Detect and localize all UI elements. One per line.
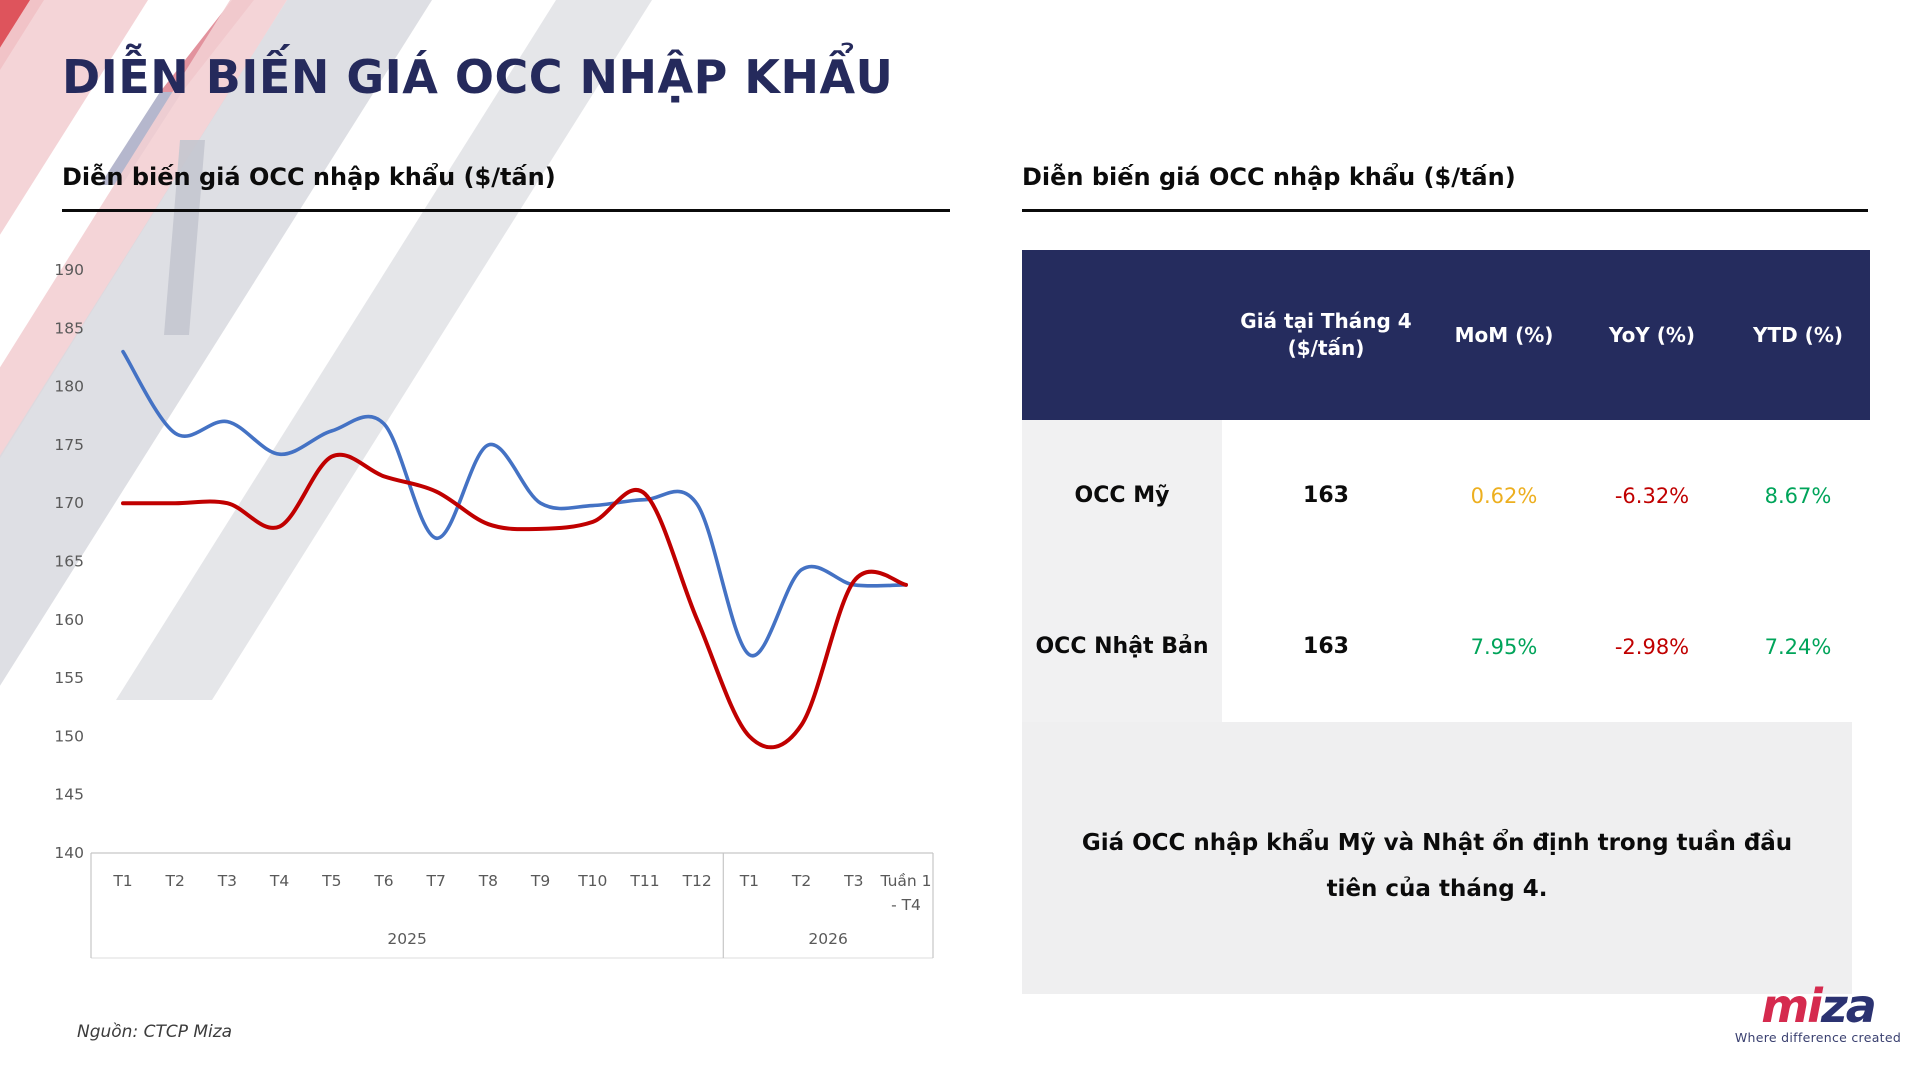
svg-text:T4: T4	[269, 872, 289, 890]
summary-note-text: Giá OCC nhập khẩu Mỹ và Nhật ổn định tro…	[1081, 830, 1793, 902]
miza-logo-tagline: Where difference created	[1734, 1030, 1902, 1045]
svg-text:185: 185	[54, 319, 84, 337]
price-value: 163	[1303, 483, 1349, 508]
miza-logo-mi: mi	[1761, 979, 1823, 1033]
svg-text:T7: T7	[426, 872, 446, 890]
svg-text:T1: T1	[112, 872, 132, 890]
yoy-value: -2.98%	[1614, 634, 1690, 659]
svg-text:155: 155	[54, 669, 84, 687]
table-header-yoy: YoY (%)	[1608, 322, 1696, 347]
yoy-value: -6.32%	[1614, 483, 1690, 508]
svg-text:Tuần 1- T4: Tuần 1- T4	[879, 872, 931, 914]
mom-value: 0.62%	[1470, 483, 1538, 508]
chart-subtitle: Diễn biến giá OCC nhập khẩu ($/tấn)	[62, 163, 556, 191]
summary-note-box: Giá OCC nhập khẩu Mỹ và Nhật ổn định tro…	[1022, 722, 1852, 994]
svg-text:T10: T10	[577, 872, 607, 890]
table-row-occ-my: OCC Mỹ 163 0.62% -6.32% 8.67%	[1022, 420, 1870, 571]
svg-text:175: 175	[54, 436, 84, 454]
svg-text:165: 165	[54, 553, 84, 571]
svg-text:2026: 2026	[808, 930, 847, 948]
svg-text:T11: T11	[629, 872, 659, 890]
svg-text:T3: T3	[843, 872, 863, 890]
svg-text:180: 180	[54, 378, 84, 396]
svg-text:T8: T8	[478, 872, 498, 890]
table-header-mom: MoM (%)	[1454, 322, 1554, 347]
miza-logo: miza Where difference created	[1733, 983, 1903, 1045]
table-header-empty	[1022, 250, 1222, 420]
svg-text:170: 170	[54, 494, 84, 512]
table-subtitle: Diễn biến giá OCC nhập khẩu ($/tấn)	[1022, 163, 1516, 191]
svg-text:160: 160	[54, 611, 84, 629]
svg-text:T5: T5	[321, 872, 341, 890]
table-header-price: Giá tại Tháng 4 ($/tấn)	[1240, 309, 1412, 360]
ytd-value: 7.24%	[1764, 634, 1832, 659]
miza-logo-wordmark: miza	[1733, 983, 1903, 1029]
svg-text:T9: T9	[530, 872, 550, 890]
table-header-ytd: YTD (%)	[1752, 322, 1843, 347]
svg-text:T1: T1	[739, 872, 759, 890]
svg-text:140: 140	[54, 844, 84, 862]
table-row-occ-nhat-ban: OCC Nhật Bản 163 7.95% -2.98% 7.24%	[1022, 571, 1870, 722]
mom-value: 7.95%	[1470, 634, 1538, 659]
svg-text:T2: T2	[165, 872, 185, 890]
watermark-gray-band	[0, 0, 432, 686]
watermark-pink-band	[0, 0, 148, 235]
brand-watermark-shapes	[0, 0, 652, 700]
watermark-gray-streak	[164, 140, 205, 335]
page-title: DIỄN BIẾN GIÁ OCC NHẬP KHẨU	[62, 50, 894, 104]
svg-text:T6: T6	[373, 872, 393, 890]
chart-subtitle-underline	[62, 209, 950, 212]
row-label: OCC Mỹ	[1074, 483, 1170, 508]
occ-price-line-chart: 140 145 150 155 160 165 170 175 180 185 190 T1 T2 T3 T…	[54, 261, 934, 959]
svg-text:150: 150	[54, 727, 84, 745]
miza-logo-za: za	[1820, 979, 1877, 1033]
svg-text:2025: 2025	[387, 930, 426, 948]
svg-text:T2: T2	[791, 872, 811, 890]
table-subtitle-underline	[1022, 209, 1868, 212]
row-label: OCC Nhật Bản	[1035, 634, 1209, 659]
svg-text:190: 190	[54, 261, 84, 279]
watermark-gray-band-2	[116, 0, 652, 700]
svg-text:T12: T12	[682, 872, 712, 890]
price-value: 163	[1303, 634, 1349, 659]
table-header-row: Giá tại Tháng 4 ($/tấn) MoM (%) YoY (%) …	[1022, 250, 1870, 420]
ytd-value: 8.67%	[1764, 483, 1832, 508]
svg-text:T3: T3	[217, 872, 237, 890]
row-label-column-background	[1022, 420, 1222, 722]
source-note: Nguồn: CTCP Miza	[77, 1022, 233, 1042]
svg-text:145: 145	[54, 786, 84, 804]
